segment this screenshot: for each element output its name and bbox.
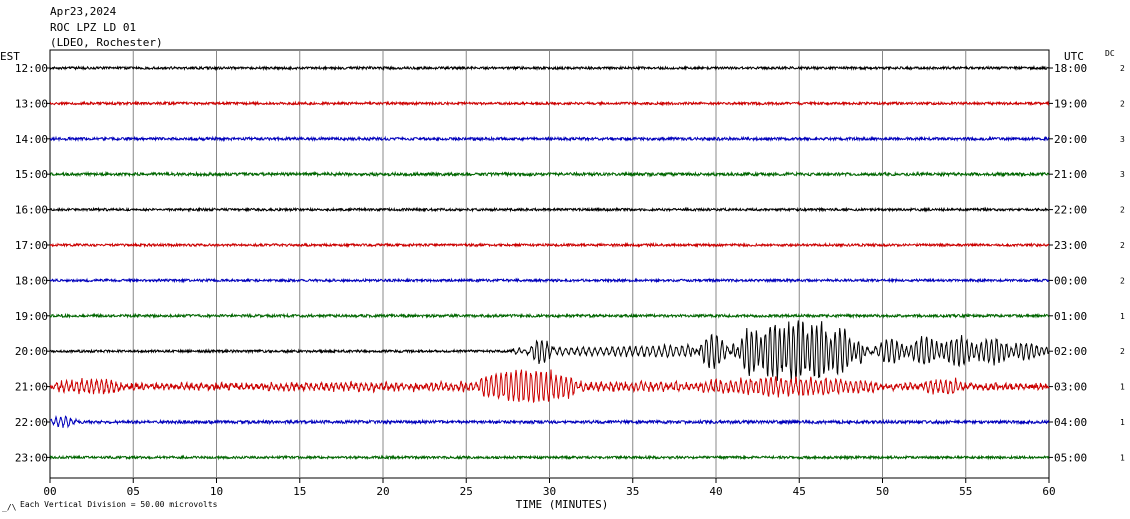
dc-offset-value: 3 bbox=[1120, 135, 1125, 144]
station-code: ROC LPZ LD 01 bbox=[50, 21, 136, 34]
x-tick-label: 00 bbox=[43, 485, 56, 498]
est-hour-label: 18:00 bbox=[15, 274, 48, 287]
est-hour-label: 14:00 bbox=[15, 133, 48, 146]
utc-hour-label: 05:00 bbox=[1054, 451, 1087, 464]
scale-note: Each Vertical Division = 50.00 microvolt… bbox=[20, 500, 218, 509]
est-hour-label: 19:00 bbox=[15, 310, 48, 323]
dc-offset-value: 2 bbox=[1120, 206, 1125, 215]
x-axis-title: TIME (MINUTES) bbox=[516, 498, 609, 511]
trace-row bbox=[50, 170, 1050, 178]
utc-hour-label: 02:00 bbox=[1054, 345, 1087, 358]
x-tick-label: 05 bbox=[127, 485, 140, 498]
x-axis-ticks: 00 05 10 15 20 25 30 35 40 45 50 55 60 bbox=[43, 478, 1056, 498]
x-tick-label: 40 bbox=[709, 485, 722, 498]
dc-offset-value: 1 bbox=[1120, 418, 1125, 427]
est-hour-label: 15:00 bbox=[15, 168, 48, 181]
trace-row bbox=[49, 414, 1050, 429]
est-hour-label: 12:00 bbox=[15, 62, 48, 75]
x-tick-label: 10 bbox=[210, 485, 223, 498]
x-tick-label: 60 bbox=[1042, 485, 1055, 498]
dc-offset-value: 2 bbox=[1120, 347, 1125, 356]
utc-hour-label: 01:00 bbox=[1054, 310, 1087, 323]
est-hour-label: 17:00 bbox=[15, 239, 48, 252]
hour-labels: 12:00 18:00 213:00 19:00 214:00 20:00 315:00 21… bbox=[15, 62, 1125, 464]
trace-row bbox=[49, 369, 1050, 404]
network-name: (LDEO, Rochester) bbox=[50, 36, 163, 49]
dc-offset-value: 2 bbox=[1120, 64, 1125, 73]
minute-gridlines bbox=[132, 50, 967, 478]
est-hour-label: 20:00 bbox=[15, 345, 48, 358]
trace-row bbox=[49, 312, 1050, 319]
x-tick-label: 25 bbox=[460, 485, 473, 498]
utc-hour-label: 20:00 bbox=[1054, 133, 1087, 146]
trace-row bbox=[49, 241, 1050, 249]
est-hour-label: 16:00 bbox=[15, 204, 48, 217]
utc-hour-label: 21:00 bbox=[1054, 168, 1087, 181]
x-tick-label: 45 bbox=[793, 485, 806, 498]
utc-hour-label: 04:00 bbox=[1054, 416, 1087, 429]
x-tick-label: 15 bbox=[293, 485, 306, 498]
trace-row bbox=[49, 64, 1050, 72]
utc-hour-label: 23:00 bbox=[1054, 239, 1087, 252]
seismic-traces bbox=[49, 64, 1050, 461]
record-date: Apr23,2024 bbox=[50, 5, 117, 18]
dc-offset-value: 1 bbox=[1120, 312, 1125, 321]
utc-axis-label: UTC bbox=[1064, 50, 1084, 63]
dc-offset-value: 1 bbox=[1120, 383, 1125, 392]
utc-hour-label: 00:00 bbox=[1054, 274, 1087, 287]
utc-hour-label: 03:00 bbox=[1054, 381, 1087, 394]
trace-row bbox=[49, 135, 1050, 143]
x-tick-label: 50 bbox=[876, 485, 889, 498]
x-tick-label: 20 bbox=[376, 485, 389, 498]
trace-row bbox=[49, 277, 1050, 284]
utc-hour-label: 22:00 bbox=[1054, 204, 1087, 217]
dc-offset-value: 2 bbox=[1120, 99, 1125, 108]
scale-mark-icon: _/\ bbox=[2, 503, 17, 512]
trace-row bbox=[49, 206, 1050, 213]
utc-hour-label: 19:00 bbox=[1054, 97, 1087, 110]
est-hour-label: 13:00 bbox=[15, 97, 48, 110]
est-hour-label: 21:00 bbox=[15, 381, 48, 394]
dc-column-label: DC bbox=[1105, 49, 1115, 58]
trace-row bbox=[49, 454, 1050, 461]
x-tick-label: 30 bbox=[543, 485, 556, 498]
est-hour-label: 23:00 bbox=[15, 451, 48, 464]
est-axis-label: EST bbox=[0, 50, 20, 63]
est-hour-label: 22:00 bbox=[15, 416, 48, 429]
dc-offset-value: 3 bbox=[1120, 170, 1125, 179]
utc-hour-label: 18:00 bbox=[1054, 62, 1087, 75]
dc-offset-value: 2 bbox=[1120, 276, 1125, 285]
trace-row bbox=[49, 320, 1050, 382]
trace-row bbox=[49, 100, 1050, 107]
dc-offset-value: 1 bbox=[1120, 453, 1125, 462]
x-tick-label: 35 bbox=[626, 485, 639, 498]
x-tick-label: 55 bbox=[959, 485, 972, 498]
dc-offset-value: 2 bbox=[1120, 241, 1125, 250]
